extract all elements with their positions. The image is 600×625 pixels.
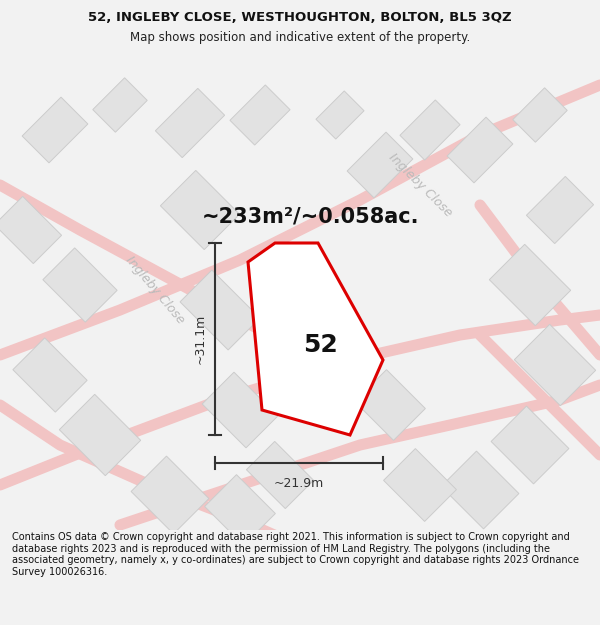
Polygon shape [248,243,383,435]
Polygon shape [202,372,278,448]
Polygon shape [131,456,209,534]
Polygon shape [93,78,147,132]
Polygon shape [316,91,364,139]
Polygon shape [13,338,87,412]
Text: 52, INGLEBY CLOSE, WESTHOUGHTON, BOLTON, BL5 3QZ: 52, INGLEBY CLOSE, WESTHOUGHTON, BOLTON,… [88,11,512,24]
Polygon shape [59,394,140,476]
Polygon shape [400,100,460,160]
Text: Contains OS data © Crown copyright and database right 2021. This information is : Contains OS data © Crown copyright and d… [12,532,579,577]
Polygon shape [205,474,275,546]
Polygon shape [347,132,413,198]
Text: Ingleby Close: Ingleby Close [123,254,187,326]
Text: Ingleby Close: Ingleby Close [386,151,454,219]
Polygon shape [247,441,314,509]
Text: ~233m²/~0.058ac.: ~233m²/~0.058ac. [201,207,419,227]
Polygon shape [526,176,593,244]
Polygon shape [43,248,117,322]
Polygon shape [441,451,519,529]
Polygon shape [0,196,62,264]
Polygon shape [230,85,290,145]
Polygon shape [514,324,596,406]
Polygon shape [22,97,88,163]
Polygon shape [513,88,567,142]
Polygon shape [355,369,425,441]
Text: ~31.1m: ~31.1m [194,314,207,364]
Polygon shape [180,270,260,350]
Polygon shape [447,117,513,183]
Polygon shape [490,244,571,326]
Polygon shape [491,406,569,484]
Polygon shape [160,171,239,249]
Polygon shape [155,88,224,158]
Text: Map shows position and indicative extent of the property.: Map shows position and indicative extent… [130,31,470,44]
Polygon shape [383,449,457,521]
Text: 52: 52 [302,333,337,357]
Text: ~21.9m: ~21.9m [274,477,324,490]
